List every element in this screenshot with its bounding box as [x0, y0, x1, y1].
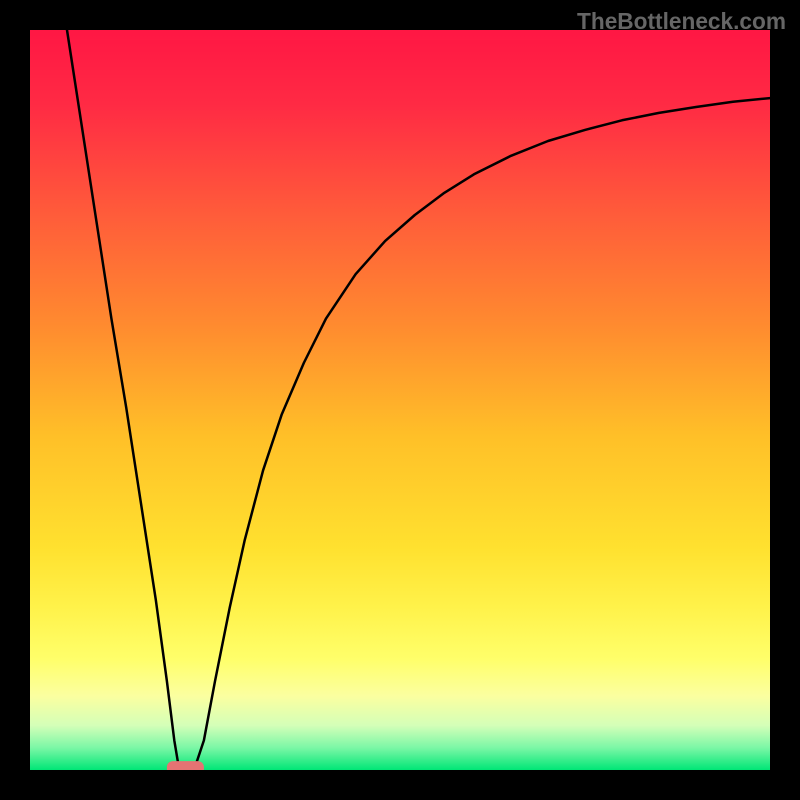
watermark-text: TheBottleneck.com [577, 8, 786, 35]
chart-svg [0, 0, 800, 800]
bottleneck-chart: TheBottleneck.com [0, 0, 800, 800]
plot-background [30, 30, 770, 770]
